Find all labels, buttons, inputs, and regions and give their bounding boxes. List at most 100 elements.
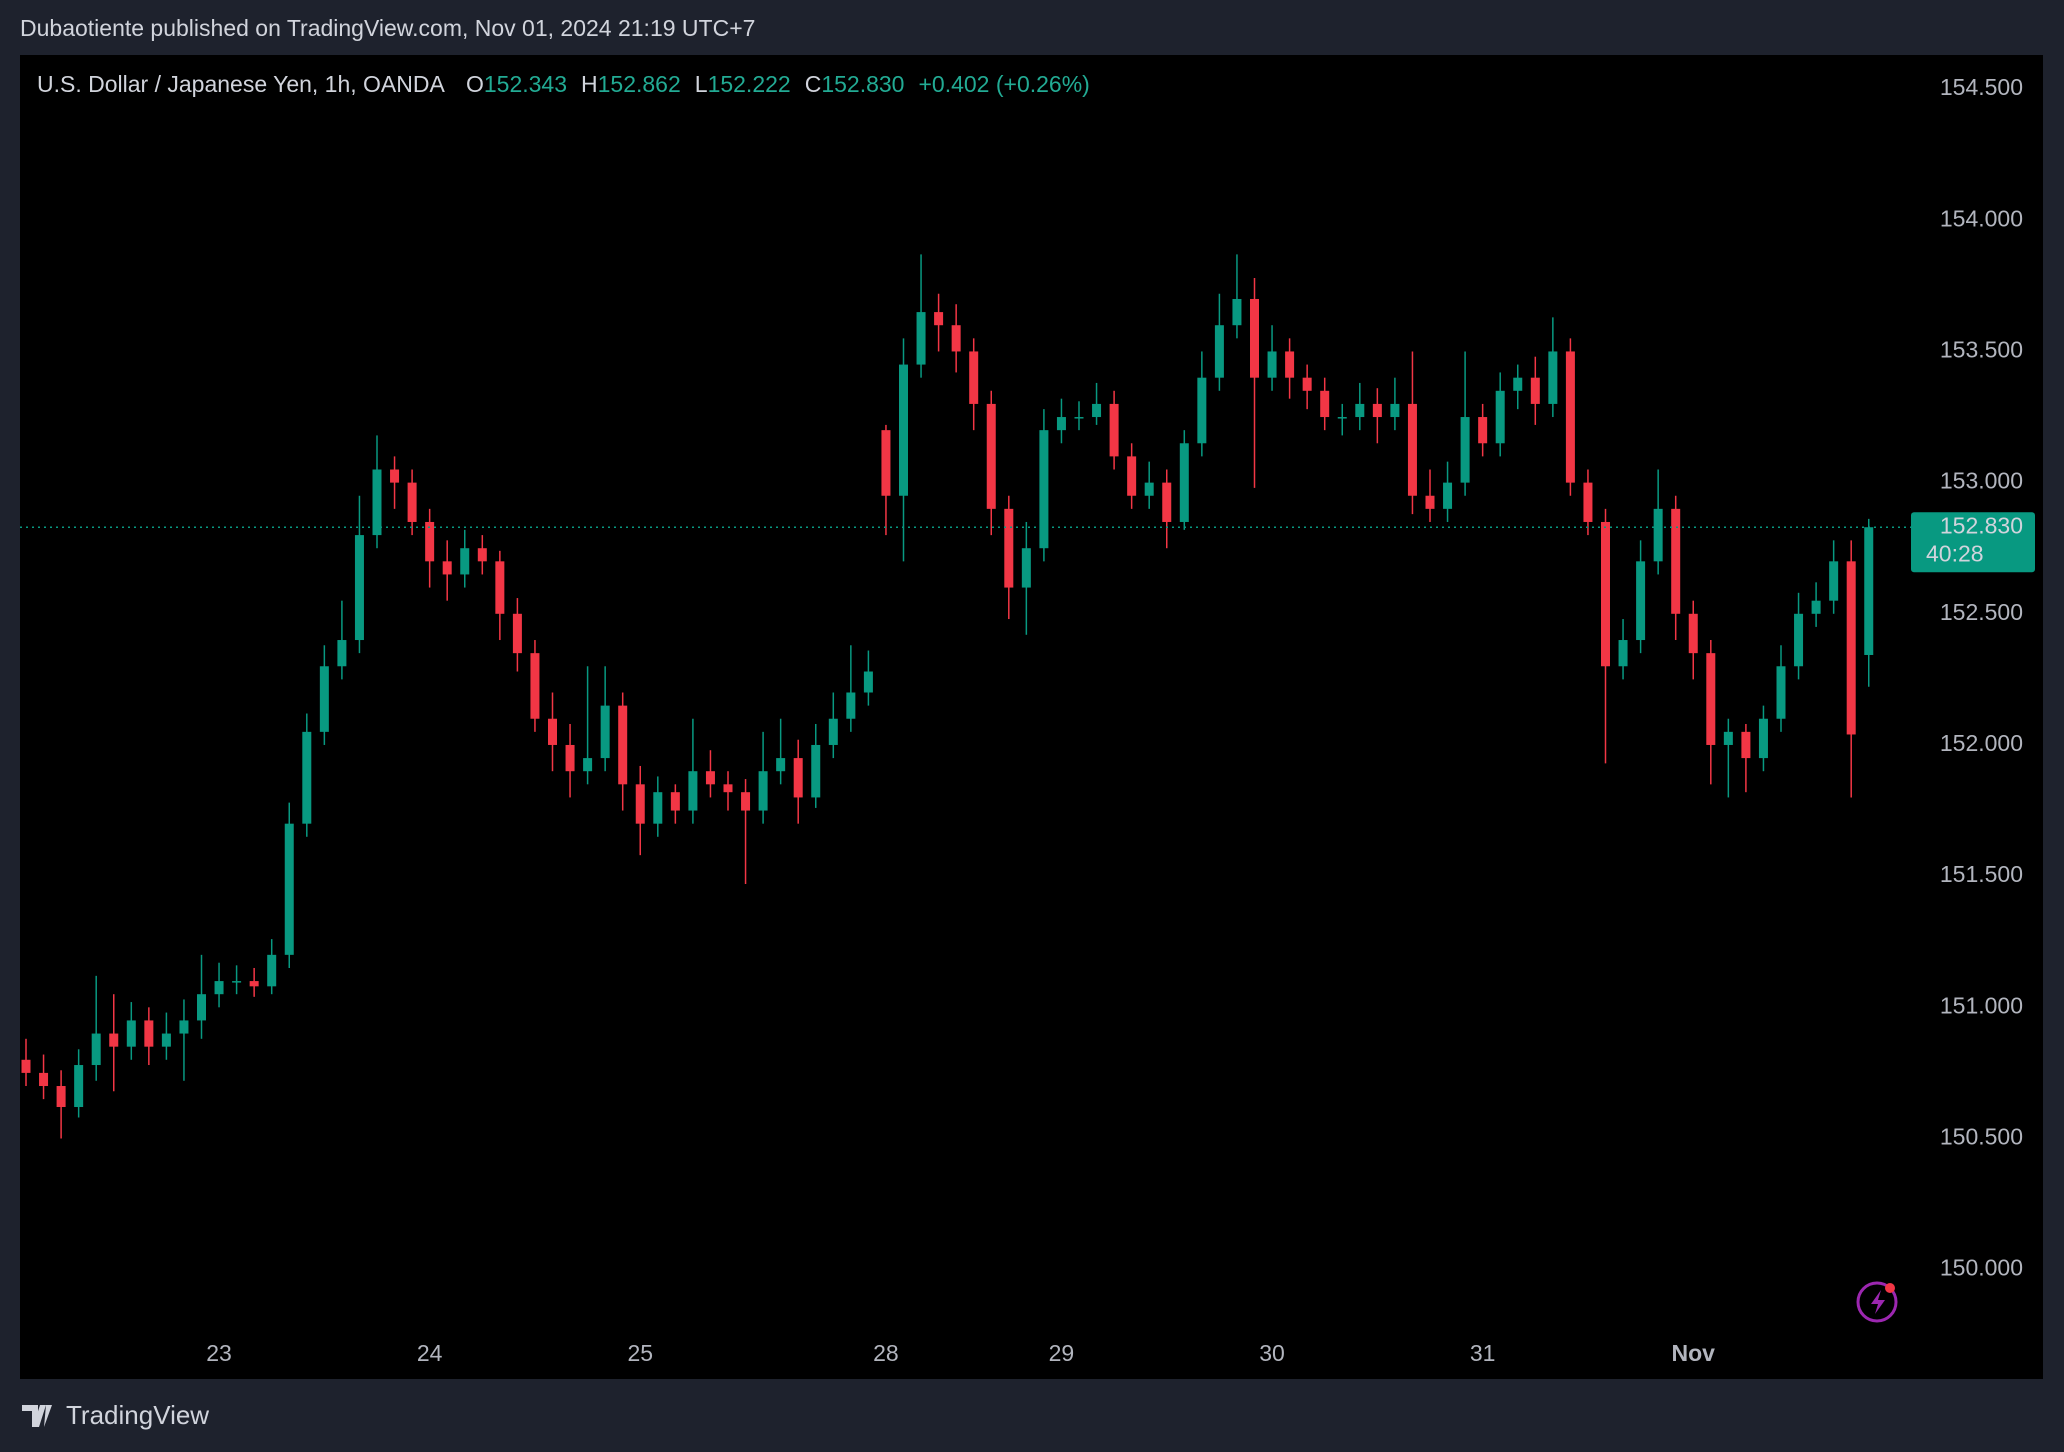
candle-body — [1320, 390, 1330, 418]
chart-pane — [20, 55, 2043, 1379]
y-tick-label: 151.000 — [1940, 992, 2023, 1018]
candle-body — [232, 981, 242, 983]
candle-body — [670, 792, 680, 811]
candle-body — [653, 792, 663, 824]
candle-body — [161, 1033, 171, 1047]
candle-body — [618, 705, 628, 785]
candle-body — [600, 705, 610, 759]
candle-body — [776, 758, 786, 772]
candle-body — [109, 1033, 119, 1047]
x-tick-label: Nov — [1672, 1340, 1716, 1366]
candle-body — [1706, 653, 1716, 745]
candle-body — [1548, 351, 1558, 404]
legend-value: 152.222 — [708, 71, 791, 97]
candle-body — [723, 784, 733, 793]
y-tick-label: 154.000 — [1940, 205, 2023, 231]
candle-body — [179, 1020, 189, 1034]
candle-body — [811, 744, 821, 798]
y-tick-label: 151.500 — [1940, 861, 2023, 887]
legend-key: C — [805, 71, 822, 97]
candle-body — [1355, 403, 1365, 418]
alert-circle[interactable] — [1856, 1281, 1898, 1323]
candle-body — [1601, 521, 1610, 667]
publisher-line: Dubaotiente published on TradingView.com… — [20, 15, 755, 41]
candle-body — [828, 718, 838, 745]
y-tick-label: 153.000 — [1940, 468, 2023, 494]
alert-bolt[interactable] — [1871, 1290, 1885, 1314]
candle-body — [1530, 377, 1540, 404]
candle-body — [1443, 482, 1453, 509]
candle-body — [1495, 390, 1505, 444]
y-tick-label: 150.500 — [1940, 1124, 2023, 1150]
brand: TradingView — [66, 1400, 209, 1430]
legend-value: 152.343 — [484, 71, 567, 97]
candle-body — [460, 548, 470, 575]
candle-body — [986, 403, 996, 509]
candle-body — [1179, 443, 1189, 522]
last-price-label: 152.830 — [1940, 512, 2023, 538]
candle-body — [144, 1020, 154, 1047]
candle-body — [934, 312, 944, 326]
candle-body — [495, 561, 505, 614]
candle-body — [1109, 403, 1119, 457]
candle-body — [1864, 527, 1874, 655]
candle-body — [1162, 482, 1172, 522]
candle-body — [1144, 482, 1154, 496]
candle-body — [1811, 600, 1821, 614]
candle-body — [1425, 495, 1435, 509]
candle-body — [1565, 351, 1575, 483]
x-tick-label: 30 — [1259, 1340, 1285, 1366]
candle-body — [1267, 351, 1277, 378]
candle-body — [1478, 417, 1488, 444]
symbol-title: U.S. Dollar / Japanese Yen, 1h, OANDA — [37, 71, 445, 97]
candle-body — [39, 1072, 49, 1087]
legend-change: +0.402 (+0.26%) — [918, 71, 1089, 97]
candle-body — [1214, 325, 1224, 378]
candle-body — [21, 1059, 31, 1073]
candle-body — [548, 718, 557, 745]
candle-body — [249, 981, 259, 987]
alert-dot[interactable] — [1885, 1283, 1895, 1293]
candle-body — [56, 1086, 66, 1108]
x-tick-label: 24 — [417, 1340, 443, 1366]
candle-body — [284, 823, 294, 955]
candle-body — [1513, 377, 1523, 391]
candle-body — [688, 771, 698, 811]
candle-body — [425, 521, 435, 562]
candle-body — [477, 548, 487, 562]
candle-body — [1671, 508, 1681, 614]
last-price-box — [1911, 512, 2035, 573]
legend-key: H — [581, 71, 598, 97]
candle-body — [899, 364, 908, 496]
candle-body — [197, 994, 206, 1021]
alert-icon[interactable] — [1856, 1281, 1898, 1323]
y-tick-label: 154.500 — [1940, 74, 2023, 100]
candle-body — [267, 954, 277, 987]
candle-body — [530, 653, 540, 719]
candle-body — [1039, 430, 1049, 549]
candle-body — [1285, 351, 1295, 378]
candle-body — [1337, 417, 1347, 419]
candle-body — [1232, 298, 1242, 326]
y-tick-label: 150.000 — [1940, 1255, 2023, 1281]
candle-body — [846, 692, 856, 719]
candle-body — [1092, 403, 1102, 418]
candle-body — [1653, 508, 1663, 562]
candle-body — [916, 312, 926, 365]
logo-icon — [22, 1405, 52, 1427]
candle-body — [1056, 417, 1066, 431]
candle-body — [1846, 561, 1856, 735]
candle-body — [1407, 403, 1417, 496]
candle-body — [1460, 417, 1470, 483]
x-tick-label: 31 — [1470, 1340, 1496, 1366]
candle-body — [1636, 561, 1646, 641]
candle-body — [1688, 613, 1698, 654]
candle-body — [126, 1020, 136, 1047]
candle-body — [1250, 298, 1259, 378]
candle-body — [758, 771, 768, 811]
candle-body — [372, 469, 382, 536]
legend-value: 152.862 — [598, 71, 681, 97]
candle-body — [1127, 456, 1137, 496]
candle-body — [1618, 640, 1628, 667]
